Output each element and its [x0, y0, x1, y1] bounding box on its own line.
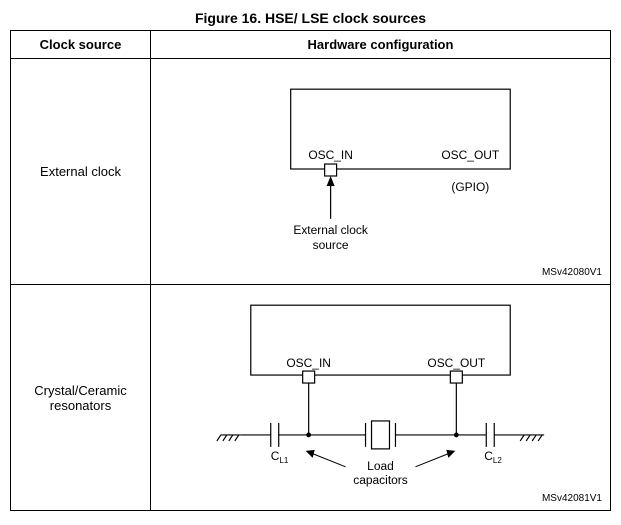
- osc-out-label-2: OSC_OUT: [427, 356, 486, 370]
- cl1-label: CL1: [271, 449, 289, 465]
- load-cap-line1: Load: [367, 459, 394, 473]
- row2-diagram: OSC_IN OSC_OUT: [151, 285, 610, 510]
- row2-label-line1: Crystal/Ceramic: [34, 383, 126, 398]
- row2-label: Crystal/Ceramic resonators: [11, 285, 151, 511]
- row1-diagram: OSC_IN OSC_OUT (GPIO) External clock sou…: [151, 59, 610, 284]
- osc-out-label: OSC_OUT: [441, 148, 500, 162]
- col-header-hw-config: Hardware configuration: [151, 31, 611, 59]
- osc-in-label-2: OSC_IN: [286, 356, 331, 370]
- ext-src-line2: source: [313, 238, 349, 252]
- row1-refid: MSv42080V1: [542, 267, 602, 278]
- row1-label: External clock: [11, 59, 151, 285]
- figure-title: Figure 16. HSE/ LSE clock sources: [10, 10, 611, 26]
- cl2-label: CL2: [484, 449, 502, 465]
- figure-table: Clock source Hardware configuration Exte…: [10, 30, 611, 511]
- osc-in-label: OSC_IN: [308, 148, 353, 162]
- gpio-label: (GPIO): [451, 180, 489, 194]
- load-cap-line2: capacitors: [353, 473, 408, 487]
- row2-label-line2: resonators: [50, 398, 111, 413]
- col-header-clock-source: Clock source: [11, 31, 151, 59]
- ext-src-line1: External clock: [293, 223, 368, 237]
- row2-refid: MSv42081V1: [542, 493, 602, 504]
